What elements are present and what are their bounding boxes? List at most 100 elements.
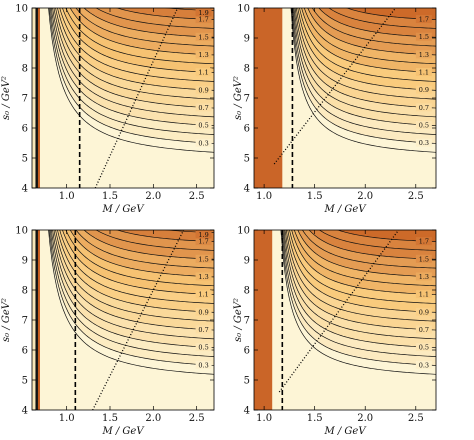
contour-line [280,230,436,375]
contour-line [164,8,214,12]
contour-label-bg [195,68,212,77]
contour-label: 0.9 [419,308,429,316]
y-axis-label-bottom-right: s₀ / GeV² [233,298,244,342]
contour-line [65,8,214,65]
contour-label: 0.9 [419,86,429,94]
contour-line [281,230,436,366]
x-tick-labels: 1.0 1.5 2.0 2.5 [256,8,424,202]
contour-line [95,8,214,29]
contour-line [281,230,436,357]
y-tick-label: 7 [22,316,28,327]
contour-line [59,230,214,304]
contour-label-bg [415,325,432,334]
contour-labels: 0.3 0.5 0.7 0.9 1.1 1.3 1.5 1.7 [415,237,432,369]
y-axis-label-bottom-left: s₀ / GeV² [1,298,12,342]
singular-edge [35,8,38,188]
contour-label: 1.5 [419,255,429,263]
contour-label-bg [195,103,212,112]
y-tick-label: 8 [22,64,28,75]
contour-line [115,8,214,20]
x-axis-label-bottom-right: M / GeV [323,426,367,437]
contour-labels: 0.3 0.5 0.7 0.9 1.1 1.3 1.5 1.71.9 [195,8,212,147]
contour-line [301,8,436,73]
contour-line [283,230,436,340]
contour-line [53,8,214,109]
dotted-line [278,230,400,393]
x-tick-label: 1.0 [59,413,75,424]
contour-plot-area [32,230,214,410]
y-tick-labels: 4 5 6 7 8 9 10 [15,4,214,195]
contour-line [345,8,436,20]
x-tick-label: 2.0 [145,413,161,424]
y-tick-labels: 4 5 6 7 8 9 10 [237,226,436,417]
y-tick-labels: 4 5 6 7 8 9 10 [237,4,436,195]
contour-panel-top-right: 1.0 1.5 2.0 2.5 4 5 6 7 8 9 10 0.3 0.5 0.7 0.9 1.1 1.3… [237,4,437,202]
contour-label: 1.9 [198,231,208,239]
y-tick-label: 4 [244,406,250,417]
contour-line [291,8,436,144]
contour-line [75,8,214,47]
contour-line [57,8,214,91]
x-tick-label: 2.5 [189,413,205,424]
contour-panel-top-left: 1.0 1.5 2.0 2.5 4 5 6 7 8 9 10 0.3 0.5 0.7 0.9 1.1 1.3… [15,0,215,202]
contour-label: 1.1 [198,291,208,299]
contour-line [299,8,436,82]
contour-label-bg [195,360,212,369]
contour-line [284,230,436,331]
contour-line [55,230,214,322]
contour-label-bg [195,307,212,316]
y-axis-label-top-right: s₀ / GeV² [233,76,244,120]
y-tick-labels: 4 5 6 7 8 9 10 [15,226,214,417]
y-axis-label-top-left: s₀ / GeV² [1,76,12,120]
y-tick-label: 7 [244,316,250,327]
contour-label: 0.7 [198,104,208,112]
x-tick-label: 2.0 [357,191,373,202]
y-tick-label: 10 [237,4,250,15]
contour-line [308,230,436,260]
contour-line [55,8,214,100]
contour-label: 0.7 [419,104,429,112]
contour-label: 1.7 [419,238,429,246]
contour-line [34,0,214,2]
contour-label: 1.5 [198,255,208,263]
contour-line [289,230,436,304]
contour-line [303,8,436,65]
x-tick-label: 1.5 [307,413,323,424]
contour-label-bg [195,290,212,299]
contour-line [297,230,436,278]
x-tick-labels: 1.0 1.5 2.0 2.5 [59,230,205,424]
contour-label-bg [415,360,432,369]
contour-label-bg [195,254,212,263]
contour-line [75,230,214,269]
contour-line [53,230,214,331]
y-tick-label: 5 [22,376,28,387]
contour-line [328,8,436,29]
x-axis-label-bottom-left: M / GeV [101,426,145,437]
contour-line [297,8,436,91]
x-tick-label: 1.0 [59,191,75,202]
contour-line [83,8,214,38]
contour-label: 1.7 [198,16,208,24]
x-tick-label: 1.5 [102,413,118,424]
contour-label-bg [415,237,432,246]
contour-line [287,230,436,313]
contour-labels: 0.3 0.5 0.7 0.9 1.1 1.3 1.5 1.7 [415,15,432,147]
contour-label: 1.7 [419,16,429,24]
contour-label: 1.1 [198,69,208,77]
heat-band [117,8,214,20]
contour-line [293,230,436,287]
contour-label: 0.9 [198,86,208,94]
contour-label: 0.7 [419,326,429,334]
contour-label-bg [415,343,432,352]
x-tick-label: 1.5 [307,191,323,202]
contour-label-bg [195,15,212,24]
y-tick-label: 6 [244,124,250,135]
contour-line [83,230,214,260]
contour-line [302,230,436,269]
contour-line [115,230,214,242]
contour-label-bg [195,50,212,59]
contour-label: 0.3 [198,139,208,147]
contour-label-bg [415,290,432,299]
y-tick-label: 5 [244,154,250,165]
y-tick-label: 6 [22,346,28,357]
